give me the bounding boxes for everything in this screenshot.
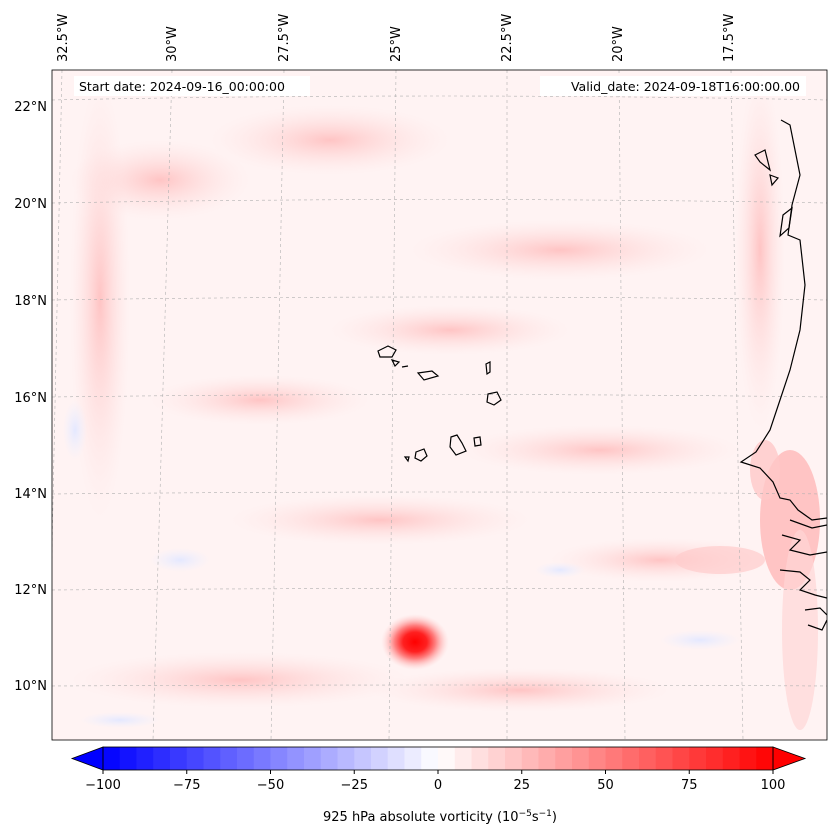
start-date-label: Start date: 2024-09-16_00:00:00 [79, 79, 285, 94]
colorbar-band [622, 747, 640, 770]
gridlines [52, 70, 827, 740]
lon-label: 32.5°W [56, 14, 71, 62]
colorbar-band [706, 747, 724, 770]
lat-label: 22°N [14, 100, 47, 115]
colorbar-tick-label: 50 [597, 778, 614, 793]
colorbar-band [739, 747, 757, 770]
lon-label: 22.5°W [500, 14, 515, 62]
colorbar-band [320, 747, 338, 770]
colorbar-max-extend [772, 746, 807, 771]
colorbar-band [505, 747, 523, 770]
map-panel [52, 70, 827, 740]
lat-label: 16°N [14, 391, 47, 406]
colorbar-band [119, 747, 137, 770]
colorbar-band [220, 747, 238, 770]
colorbar-band [488, 747, 506, 770]
colorbar-tick-label: −50 [257, 778, 284, 793]
colorbar-band [438, 747, 456, 770]
colorbar-band [572, 747, 590, 770]
lat-label: 10°N [14, 679, 47, 694]
colorbar-band [253, 747, 271, 770]
colorbar-band [471, 747, 489, 770]
colorbar-band [404, 747, 422, 770]
colorbar-band [689, 747, 707, 770]
colorbar-tick-label: 25 [513, 778, 530, 793]
cape-verde-islands [377, 345, 502, 463]
colorbar-band [371, 747, 389, 770]
colorbar-band [136, 747, 154, 770]
colorbar-band [421, 747, 439, 770]
colorbar-band [521, 747, 539, 770]
lon-label: 25°W [389, 26, 404, 62]
colorbar-band [605, 747, 623, 770]
colorbar-band [655, 747, 673, 770]
colorbar-tick-label: −100 [85, 778, 121, 793]
colorbar-ticks: −100 −75 −50 −25 0 25 50 75 100 [85, 770, 785, 793]
colorbar-band [639, 747, 657, 770]
start-date-box [74, 76, 310, 96]
colorbar-band [756, 747, 774, 770]
lat-label: 12°N [14, 583, 47, 598]
colorbar-band [186, 747, 204, 770]
latitude-labels: 22°N 20°N 18°N 16°N 14°N 12°N 10°N [14, 100, 47, 694]
colorbar-band [153, 747, 171, 770]
colorbar-band [555, 747, 573, 770]
colorbar-tick-label: 75 [681, 778, 698, 793]
colorbar-band [454, 747, 472, 770]
colorbar-tick-label: 100 [761, 778, 786, 793]
lon-label: 27.5°W [277, 14, 292, 62]
colorbar-tick-label: 0 [434, 778, 442, 793]
colorbar-band [170, 747, 188, 770]
colorbar-tick-label: −75 [173, 778, 200, 793]
colorbar-min-extend [70, 746, 104, 771]
colorbar-band [588, 747, 606, 770]
lon-label: 17.5°W [722, 14, 737, 62]
colorbar-band [672, 747, 690, 770]
lon-label: 20°W [611, 26, 626, 62]
colorbar-tick-label: −25 [341, 778, 368, 793]
lat-label: 14°N [14, 487, 47, 502]
colorbar-band [270, 747, 288, 770]
colorbar-band [103, 747, 121, 770]
colorbar-band [237, 747, 255, 770]
lat-label: 20°N [14, 197, 47, 212]
vorticity-maximum [381, 614, 449, 670]
africa-coast [739, 119, 827, 631]
colorbar-band [722, 747, 740, 770]
colorbar-bands [103, 747, 774, 770]
colorbar-band [287, 747, 305, 770]
colorbar: −100 −75 −50 −25 0 25 50 75 100 925 hPa absolute… [70, 746, 807, 825]
vorticity-field [63, 70, 820, 730]
colorbar-band [337, 747, 355, 770]
map-frame [51, 69, 828, 741]
coastlines [377, 119, 827, 631]
lat-label: 18°N [14, 294, 47, 309]
colorbar-title: 925 hPa absolute vorticity (10−5s−1) [323, 809, 557, 825]
longitude-labels: 32.5°W 30°W 27.5°W 25°W 22.5°W 20°W 17.5… [56, 14, 737, 62]
colorbar-band [304, 747, 322, 770]
colorbar-band [203, 747, 221, 770]
valid-date-box [540, 76, 806, 96]
lon-label: 30°W [165, 26, 180, 62]
colorbar-band [387, 747, 405, 770]
colorbar-band [354, 747, 372, 770]
valid-date-label: Valid_date: 2024-09-18T16:00:00.00 [571, 79, 800, 94]
colorbar-band [538, 747, 556, 770]
